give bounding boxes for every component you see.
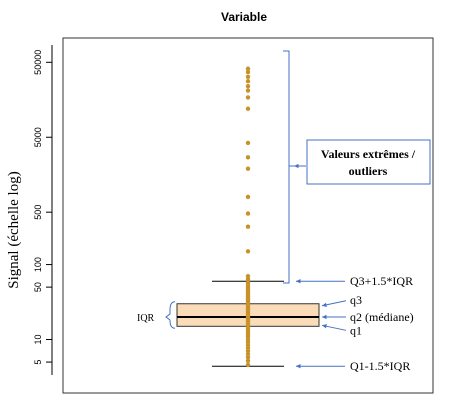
median-label: q2 (médiane) [350, 310, 414, 324]
data-point [245, 140, 251, 146]
data-point [245, 224, 251, 229]
data-points [245, 66, 251, 367]
y-tick-label-100: 100 [33, 257, 43, 272]
iqr-label: IQR [137, 313, 155, 324]
data-point [245, 66, 251, 71]
y-axis-ticks: 5 10 50 100 500 5000 50000 [33, 50, 52, 365]
arrow-outliers-head [294, 163, 299, 169]
data-point [245, 194, 251, 200]
iqr-bracket [165, 301, 176, 329]
data-point [245, 355, 251, 360]
q1-label: q1 [350, 323, 362, 337]
data-point [245, 95, 251, 100]
y-tick-label-50000: 50000 [33, 50, 43, 75]
arrow-q3-head [322, 302, 327, 307]
upper-whisker-label: Q3+1.5*IQR [350, 274, 413, 288]
annotations: Valeurs extrêmes / outliers Q3+1.5*IQR q… [137, 50, 431, 373]
data-point [245, 78, 251, 84]
q3-label: q3 [350, 293, 362, 307]
data-point [245, 74, 251, 80]
outliers-label-box [306, 139, 431, 185]
plot-frame [62, 37, 434, 394]
data-point [245, 83, 251, 89]
y-tick-label-5: 5 [33, 360, 43, 365]
outliers-label-line1: Valeurs extrêmes / [321, 147, 416, 161]
arrow-upper-head [296, 279, 301, 284]
data-point [245, 211, 251, 216]
lower-whisker-label: Q1-1.5*IQR [350, 359, 410, 373]
outliers-label-line2: outliers [349, 164, 388, 178]
data-point [245, 166, 251, 171]
y-axis-label: Signal (échelle log) [6, 171, 22, 288]
data-point [245, 88, 251, 93]
data-point [245, 348, 251, 354]
data-point [245, 69, 251, 75]
data-point [245, 273, 251, 279]
arrow-q1-head [322, 324, 327, 329]
outliers-bracket [283, 50, 294, 284]
data-point [245, 358, 251, 363]
data-point [245, 155, 251, 160]
y-tick-label-5000: 5000 [33, 127, 43, 147]
y-tick-label-10: 10 [33, 335, 43, 345]
chart-title: Variable [221, 10, 267, 24]
data-point [245, 362, 251, 367]
y-tick-label-500: 500 [33, 205, 43, 220]
data-point [245, 106, 251, 111]
data-point [245, 249, 251, 254]
data-point [245, 280, 251, 285]
arrow-lower-head [296, 364, 301, 369]
y-tick-label-50: 50 [33, 282, 43, 292]
arrow-median-head [322, 314, 327, 320]
